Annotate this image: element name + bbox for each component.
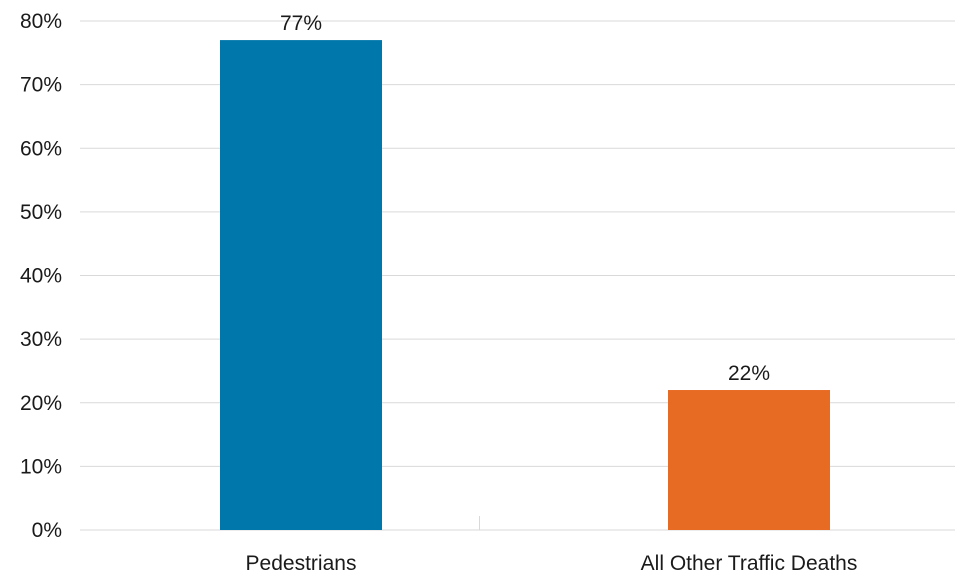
y-tick-label-70: 70% — [20, 74, 62, 97]
data-label-all-other-traffic-deaths: 22% — [728, 362, 770, 385]
y-tick-label-30: 30% — [20, 328, 62, 351]
y-tick-label-10: 10% — [20, 455, 62, 478]
category-label-pedestrians: Pedestrians — [246, 552, 357, 575]
bars — [220, 40, 830, 531]
y-axis-tick-labels: 0% 10% 20% 30% 40% 50% 60% 70% 80% — [20, 10, 62, 542]
y-tick-label-0: 0% — [32, 519, 62, 542]
bar-pedestrians — [220, 40, 382, 531]
y-tick-label-80: 80% — [20, 10, 62, 33]
data-labels: 77% 22% — [280, 12, 770, 385]
y-tick-label-40: 40% — [20, 265, 62, 288]
category-label-all-other-traffic-deaths: All Other Traffic Deaths — [641, 552, 858, 575]
y-tick-label-50: 50% — [20, 201, 62, 224]
category-labels: Pedestrians All Other Traffic Deaths — [246, 552, 858, 575]
y-tick-label-20: 20% — [20, 392, 62, 415]
bar-all-other-traffic-deaths — [668, 390, 830, 530]
data-label-pedestrians: 77% — [280, 12, 322, 35]
y-tick-label-60: 60% — [20, 137, 62, 160]
